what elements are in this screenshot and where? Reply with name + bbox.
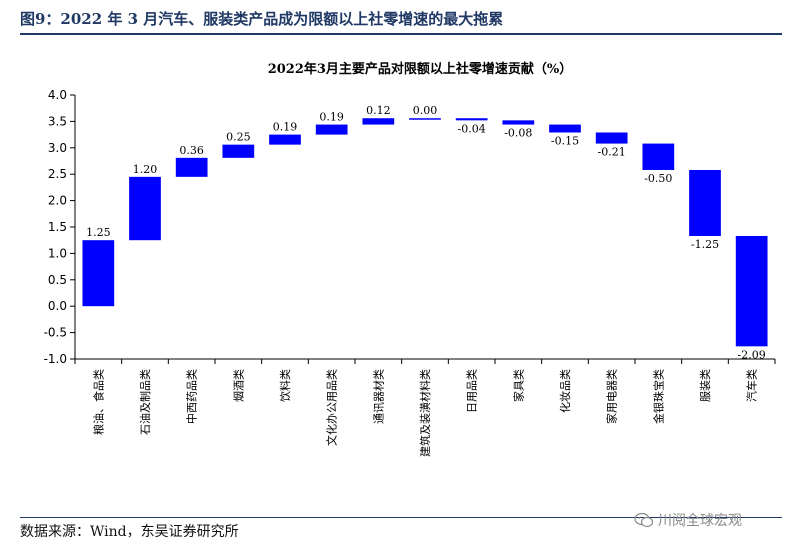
- bar: [82, 240, 115, 307]
- data-label: 1.20: [133, 163, 158, 176]
- chart-data-labels: 1.25 1.20 0.36 0.25 0.19 0.19 0.12 0.00 -0.04 -0.…: [86, 104, 766, 361]
- y-tick-label: -1.0: [44, 352, 67, 366]
- data-label: 0.19: [273, 121, 298, 134]
- x-tick-label: 汽车类: [745, 369, 759, 402]
- bar: [315, 124, 348, 135]
- wechat-icon: [634, 512, 654, 528]
- bar: [129, 176, 161, 241]
- x-tick-label: 家具类: [511, 369, 525, 402]
- x-tick-label: 家用电器类: [605, 369, 619, 424]
- x-tick-label: 文化办公用品类: [325, 369, 339, 446]
- waterfall-chart: 2022年3月主要产品对限额以上社零增速贡献（%） 4.0 3.5 3.0 2.5 2.…: [44, 61, 776, 457]
- y-tick-label: 2.0: [48, 194, 67, 208]
- bar: [689, 169, 721, 236]
- y-tick-label: 4.0: [48, 88, 67, 102]
- y-tick-label: -0.5: [44, 326, 67, 340]
- data-label: -0.50: [644, 172, 672, 185]
- y-tick-label: 3.0: [48, 141, 67, 155]
- bar: [409, 118, 441, 120]
- data-label: -1.25: [691, 238, 719, 251]
- bar: [595, 132, 628, 144]
- data-label: -2.09: [738, 348, 766, 361]
- bar: [222, 144, 255, 158]
- data-label: 0.36: [179, 144, 204, 157]
- bar: [455, 118, 488, 121]
- data-label: -0.15: [551, 134, 579, 147]
- bottom-rule: [20, 517, 782, 518]
- y-tick-label: 2.5: [48, 167, 67, 181]
- y-tick-label: 0.0: [48, 299, 67, 313]
- data-label: 0.00: [413, 104, 438, 117]
- y-tick-label: 3.5: [48, 114, 67, 128]
- data-label: 0.25: [226, 131, 251, 144]
- x-tick-label: 金银珠宝类: [651, 369, 665, 424]
- x-tick-label: 烟酒类: [231, 369, 245, 402]
- x-tick-label: 饮料类: [278, 369, 292, 402]
- watermark-text: 川阅全球宏观: [658, 513, 742, 529]
- data-label: 1.25: [86, 226, 111, 239]
- data-label: -0.04: [458, 122, 486, 135]
- bar: [735, 235, 768, 347]
- x-tick-label: 建筑及装潢材料类: [418, 369, 432, 457]
- data-label: -0.21: [598, 146, 626, 159]
- data-label: -0.08: [504, 127, 532, 140]
- bar: [362, 118, 395, 125]
- data-label: 0.19: [319, 111, 344, 124]
- x-tick-label: 化妆品类: [558, 369, 572, 413]
- y-tick-label: 1.5: [48, 220, 67, 234]
- x-tick-label: 服装类: [698, 369, 712, 402]
- x-tick-label: 日用品类: [465, 369, 479, 413]
- bar: [269, 134, 301, 145]
- data-label: 0.12: [366, 104, 391, 117]
- bar: [549, 124, 581, 133]
- chart-axes: 4.0 3.5 3.0 2.5 2.0 1.5 1.0 0.5 0.0 -0.5 -1.0: [44, 88, 776, 366]
- source-note: 数据来源：Wind，东吴证券研究所: [20, 524, 239, 540]
- x-tick-label: 通讯器材类: [371, 369, 385, 424]
- figure-title: 图9：2022 年 3 月汽车、服装类产品成为限额以上社零增速的最大拖累: [20, 10, 504, 28]
- x-tick-label: 石油及制品类: [138, 369, 152, 435]
- y-tick-label: 1.0: [48, 246, 67, 260]
- chart-title: 2022年3月主要产品对限额以上社零增速贡献（%）: [268, 61, 573, 77]
- x-tick-label: 中西药品类: [185, 369, 199, 424]
- x-tick-label: 粮油、食品类: [91, 369, 105, 435]
- y-tick-label: 0.5: [48, 273, 67, 287]
- bar: [175, 157, 208, 177]
- top-rule: [20, 33, 782, 35]
- bar: [642, 143, 675, 170]
- chart-bars: [82, 118, 768, 347]
- chart-category-labels: 粮油、食品类 石油及制品类 中西药品类 烟酒类 饮料类 文化办公用品类 通讯器材类 建筑及装潢…: [91, 369, 758, 457]
- watermark: 川阅全球宏观: [634, 510, 742, 530]
- bar: [502, 120, 535, 125]
